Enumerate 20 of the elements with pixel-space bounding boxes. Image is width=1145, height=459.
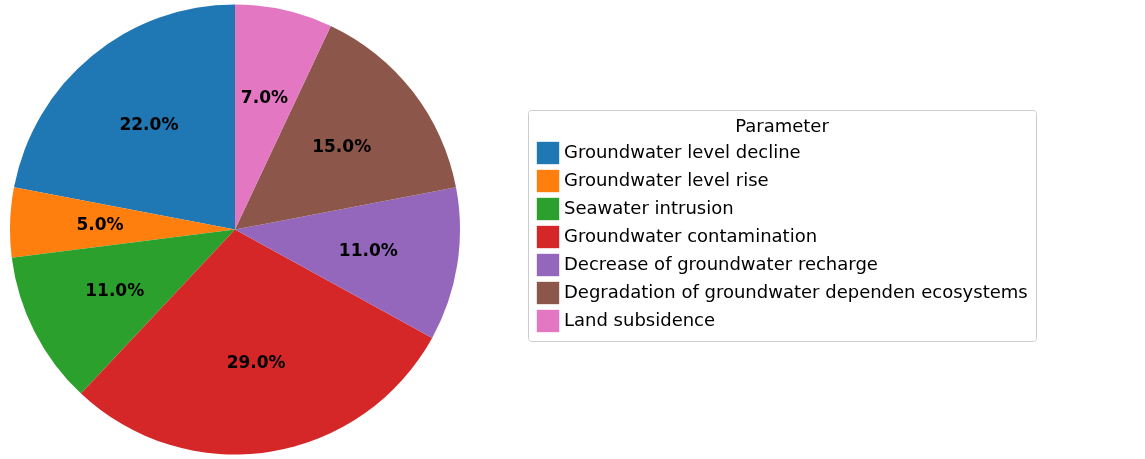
- legend-label: Decrease of groundwater recharge: [564, 253, 878, 274]
- pie-slice: [13, 4, 235, 230]
- legend-label: Groundwater level rise: [564, 169, 769, 190]
- legend-label: Groundwater contamination: [564, 225, 818, 246]
- legend-label: Groundwater level decline: [564, 141, 801, 162]
- legend-label: Land subsidence: [564, 309, 716, 330]
- pie-slice: [235, 25, 457, 230]
- pie-slice: [235, 187, 460, 338]
- data-label: 7.0%: [240, 86, 289, 107]
- pie-slice: [10, 187, 235, 258]
- data-label: 29.0%: [226, 351, 286, 372]
- legend-title: Parameter: [735, 115, 830, 136]
- data-label: 22.0%: [119, 114, 179, 135]
- data-label: 15.0%: [312, 135, 372, 156]
- legend-label: Degradation of groundwater dependen ecosystems: [564, 281, 1028, 302]
- pie-slice: [80, 229, 433, 455]
- data-label: 11.0%: [338, 239, 398, 260]
- data-label: 5.0%: [76, 214, 124, 235]
- legend-label: Seawater intrusion: [564, 197, 734, 218]
- data-label: 11.0%: [85, 279, 145, 300]
